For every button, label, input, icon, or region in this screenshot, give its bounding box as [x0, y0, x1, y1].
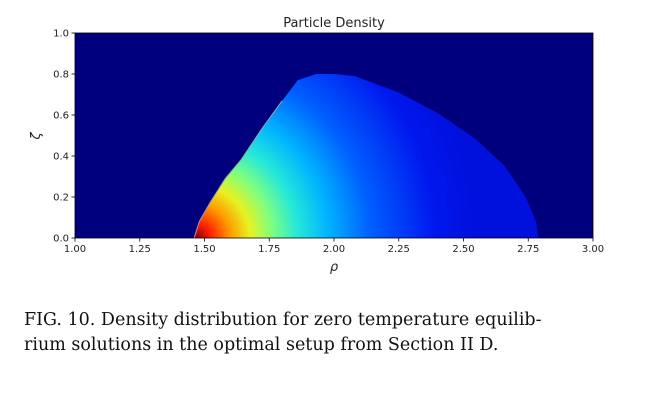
- y-axis-label: ζ: [29, 132, 44, 141]
- y-tick-label: 0.6: [53, 111, 69, 122]
- y-axis: 0.0 0.2 0.4 0.6 0.8 1.0: [53, 29, 75, 245]
- x-tick-label: 1.50: [193, 244, 215, 255]
- x-tick-label: 1.75: [258, 244, 280, 255]
- density-region: [194, 74, 539, 238]
- y-tick-label: 1.0: [53, 29, 69, 40]
- x-tick-label: 2.25: [388, 244, 410, 255]
- x-tick-label: 1.00: [64, 244, 86, 255]
- x-tick-label: 3.00: [582, 244, 604, 255]
- chart-title: Particle Density: [283, 16, 385, 31]
- x-axis: 1.00 1.25 1.50 1.75 2.00 2.25 2.50 2.75 3.00: [64, 238, 604, 255]
- y-tick-label: 0.8: [53, 70, 69, 81]
- caption-line-1: FIG. 10. Density distribution for zero t…: [24, 310, 542, 330]
- y-tick-label: 0.2: [53, 193, 69, 204]
- x-tick-label: 2.50: [452, 244, 474, 255]
- inner-boundary-line: [193, 100, 283, 238]
- y-tick-label: 0.0: [53, 234, 69, 245]
- x-tick-label: 2.00: [323, 244, 345, 255]
- y-tick-label: 0.4: [53, 152, 69, 163]
- particle-density-chart: Particle Density 1.00 1.25 1.50 1.75 2.00 2.2…: [29, 16, 604, 275]
- x-axis-label: ρ: [330, 260, 339, 275]
- caption-line-2: rium solutions in the optimal setup from…: [24, 335, 499, 355]
- figure-caption: FIG. 10. Density distribution for zero t…: [24, 308, 624, 358]
- x-tick-label: 1.25: [129, 244, 151, 255]
- x-tick-label: 2.75: [517, 244, 539, 255]
